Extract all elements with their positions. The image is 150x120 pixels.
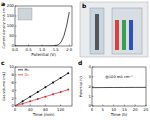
y-axis-title: Current density (mA cm⁻²): [2, 3, 6, 49]
chart-c: c040801200246810Time (min)Gas volume (mL…: [1, 59, 72, 117]
plot-frame: [15, 67, 72, 106]
series-marker: [15, 105, 16, 106]
y-tick: [15, 67, 17, 68]
y-tick: [15, 26, 17, 27]
data-layer: [15, 72, 69, 106]
y-tick: [15, 36, 17, 37]
x-tick-label: 5: [102, 107, 105, 112]
y-tick: [92, 96, 94, 97]
y-tick-label: 1: [89, 94, 92, 99]
y-tick-label: 3: [89, 74, 92, 79]
plot-frame: [15, 6, 72, 46]
series-marker: [67, 89, 69, 91]
photo-panel: [80, 2, 148, 57]
series-marker: [37, 91, 39, 93]
y-tick-label: 150: [7, 13, 15, 18]
x-tick-label: 2.0: [66, 47, 73, 52]
series-marker: [60, 91, 62, 93]
series-marker: [44, 96, 46, 98]
series-marker: [22, 103, 24, 105]
electrode-blue: [129, 20, 133, 50]
series-marker: [29, 96, 31, 98]
chart-d: d051015202501234Time (h)Potential (V)@10…: [78, 59, 149, 117]
y-tick-label: 0: [12, 43, 15, 48]
y-tick-label: 0: [89, 103, 92, 108]
series-marker: [52, 93, 54, 95]
y-tick-label: 50: [9, 33, 14, 38]
panel-label: c: [1, 59, 5, 66]
y-tick: [15, 6, 17, 7]
data-layer: [92, 87, 146, 88]
legend-swatch: [18, 74, 23, 75]
y-tick: [92, 106, 94, 107]
y-tick-label: 2: [89, 84, 92, 89]
x-tick-label: 25: [144, 107, 149, 112]
electrode-green: [122, 20, 126, 50]
y-tick-label: 2: [12, 96, 15, 101]
inset-photo: [18, 8, 32, 20]
y-tick-label: 200: [7, 3, 15, 8]
photo-background: [80, 2, 148, 57]
series-line: [15, 90, 68, 106]
x-tick-label: 0: [14, 107, 17, 112]
y-tick: [15, 98, 17, 99]
legend-label: O₂: [25, 72, 30, 77]
series-marker: [60, 77, 62, 79]
y-tick-label: 0: [12, 103, 15, 108]
series-marker: [37, 98, 39, 100]
y-tick: [92, 67, 94, 68]
y-tick: [15, 74, 17, 75]
series-marker: [29, 100, 31, 102]
annotation: @100 mA cm⁻²: [105, 75, 133, 79]
x-axis-title: Time (h): [110, 112, 128, 117]
series-line: [92, 87, 146, 88]
y-tick: [92, 76, 94, 77]
y-tick-label: 4: [89, 64, 92, 69]
series-marker: [44, 86, 46, 88]
plot-frame: [92, 67, 146, 106]
y-tick-label: 100: [7, 23, 15, 28]
y-axis-title: Gas volume (mL): [2, 71, 6, 101]
x-tick-label: 0: [91, 107, 94, 112]
y-tick: [92, 86, 94, 87]
x-tick-label: 120: [57, 107, 65, 112]
series-line: [15, 73, 68, 106]
series-marker: [67, 72, 69, 74]
panel-label: d: [78, 59, 82, 66]
x-axis-title: Potential (V): [31, 52, 56, 57]
y-tick-label: 8: [12, 72, 15, 77]
x-axis-title: Time (min): [32, 112, 55, 117]
y-tick: [15, 16, 17, 17]
series-marker: [15, 105, 16, 106]
x-tick-label: 20: [133, 107, 138, 112]
y-tick: [15, 90, 17, 91]
electrode: [95, 14, 99, 50]
panel-label: b: [82, 2, 87, 9]
y-tick-label: 6: [12, 80, 15, 85]
chart-a: a0.00.51.01.52.0050100150200Potential (V…: [1, 0, 73, 57]
cell-right: [112, 8, 142, 54]
y-tick: [15, 82, 17, 83]
electrode-red: [115, 20, 119, 50]
y-tick-label: 10: [9, 64, 14, 69]
y-axis-title: Potential (V): [79, 75, 83, 97]
y-tick-label: 4: [12, 88, 15, 93]
legend: H₂O₂: [18, 67, 29, 77]
series-marker: [52, 82, 54, 84]
legend-swatch: [18, 69, 23, 70]
series-marker: [22, 100, 24, 102]
cell-left: [90, 8, 104, 54]
figure: ba0.00.51.01.52.0050100150200Potential (…: [0, 0, 150, 120]
